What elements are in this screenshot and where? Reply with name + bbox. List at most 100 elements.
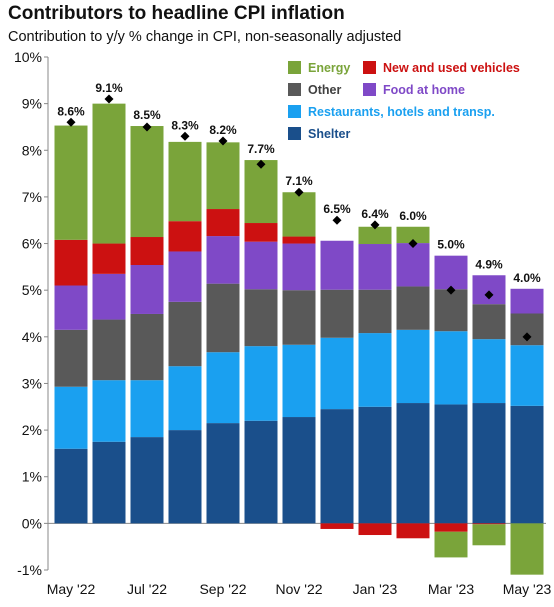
x-tick-label: May '23 <box>503 581 552 597</box>
bar-segment-other <box>206 283 240 353</box>
legend-swatch <box>363 83 376 96</box>
bar-segment-shelter <box>92 441 126 524</box>
headline-cpi-label: 7.1% <box>285 174 313 188</box>
legend-label: Shelter <box>308 127 351 141</box>
headline-cpi-marker <box>66 117 76 127</box>
bar-segment-energy <box>206 142 240 210</box>
headline-cpi-label: 8.2% <box>209 123 237 137</box>
legend-swatch <box>288 83 301 96</box>
bar-segment-new-and-used-vehicles <box>130 237 164 265</box>
x-tick-label: Nov '22 <box>275 581 322 597</box>
bar-segment-shelter <box>510 405 544 524</box>
legend-swatch <box>363 61 376 74</box>
bar-segment-food-at-home <box>168 251 202 302</box>
bar-segment-other <box>472 304 506 340</box>
headline-cpi-marker <box>332 215 342 225</box>
bar-segment-shelter <box>282 417 316 524</box>
headline-cpi-label: 4.9% <box>475 257 503 271</box>
bar-segment-food-at-home <box>54 285 88 330</box>
bar-segment-energy <box>510 523 544 575</box>
bar-segment-restaurants-hotels-and-transp <box>168 366 202 431</box>
bar-segment-shelter <box>396 403 430 524</box>
bar-segment-energy <box>472 524 506 546</box>
bar-segment-new-and-used-vehicles <box>54 239 88 286</box>
x-tick-label: Mar '23 <box>428 581 474 597</box>
bar-segment-restaurants-hotels-and-transp <box>510 345 544 406</box>
legend-label: Restaurants, hotels and transp. <box>308 105 495 119</box>
legend-swatch <box>288 127 301 140</box>
x-tick-label: May '22 <box>47 581 96 597</box>
bar-segment-food-at-home <box>206 236 240 284</box>
headline-cpi-marker <box>408 239 418 249</box>
bar-segment-shelter <box>168 430 202 524</box>
y-tick-label: 8% <box>22 142 42 158</box>
bar-segment-other <box>396 286 430 330</box>
x-tick-label: Jul '22 <box>127 581 167 597</box>
legend-label: Other <box>308 83 341 97</box>
bar-segment-shelter <box>358 406 392 524</box>
bar-segment-food-at-home <box>244 241 278 290</box>
bar-segment-restaurants-hotels-and-transp <box>206 352 240 424</box>
y-tick-label: 3% <box>22 375 42 391</box>
headline-cpi-label: 6.0% <box>399 209 427 223</box>
bar-segment-restaurants-hotels-and-transp <box>434 331 468 405</box>
bar-segment-energy <box>130 126 164 238</box>
bar-segment-new-and-used-vehicles <box>244 223 278 242</box>
bar-segment-other <box>358 289 392 334</box>
headline-cpi-label: 9.1% <box>95 81 123 95</box>
headline-cpi-marker <box>180 131 190 141</box>
bar-segment-new-and-used-vehicles <box>396 523 430 539</box>
bar-segment-food-at-home <box>130 264 164 314</box>
y-tick-label: 4% <box>22 329 42 345</box>
bar-segment-food-at-home <box>320 240 354 290</box>
headline-cpi-marker <box>142 122 152 132</box>
chart-subtitle: Contribution to y/y % change in CPI, non… <box>8 29 402 45</box>
headline-cpi-label: 7.7% <box>247 142 275 156</box>
x-tick-label: Jan '23 <box>353 581 398 597</box>
bar-segment-energy <box>358 226 392 245</box>
bar-segment-shelter <box>206 423 240 524</box>
y-tick-label: 0% <box>22 515 42 531</box>
bar-segment-energy <box>244 160 278 224</box>
bar-segment-shelter <box>54 448 88 524</box>
bar-segment-energy <box>54 125 88 240</box>
bar-segment-shelter <box>320 409 354 524</box>
y-tick-label: 10% <box>14 49 42 65</box>
bar-segment-energy <box>92 103 126 244</box>
bar-segment-new-and-used-vehicles <box>92 243 126 274</box>
bar-segment-energy <box>396 226 430 244</box>
bar-segment-shelter <box>130 437 164 524</box>
bar-segment-shelter <box>434 404 468 524</box>
bar-segment-other <box>168 301 202 367</box>
bar-segment-new-and-used-vehicles <box>434 523 468 532</box>
legend-label: Energy <box>308 61 350 75</box>
bar-segment-other <box>320 289 354 338</box>
bar-segment-new-and-used-vehicles <box>282 236 316 244</box>
bar-segment-other <box>92 319 126 381</box>
legend-label: Food at home <box>383 83 465 97</box>
headline-cpi-marker <box>104 94 114 104</box>
legend-label: New and used vehicles <box>383 61 520 75</box>
bar-segment-restaurants-hotels-and-transp <box>282 344 316 418</box>
headline-cpi-label: 8.6% <box>57 104 85 118</box>
bar-segment-other <box>130 313 164 381</box>
bar-segment-other <box>244 289 278 347</box>
bar-segment-restaurants-hotels-and-transp <box>92 380 126 442</box>
bar-segment-new-and-used-vehicles <box>472 523 506 525</box>
headline-cpi-label: 8.3% <box>171 118 199 132</box>
legend-swatch <box>288 61 301 74</box>
bar-segment-new-and-used-vehicles <box>358 523 392 536</box>
bar-segment-shelter <box>472 403 506 524</box>
headline-cpi-label: 4.0% <box>513 271 541 285</box>
bar-segment-food-at-home <box>472 275 506 305</box>
x-tick-label: Sep '22 <box>199 581 246 597</box>
bar-segment-new-and-used-vehicles <box>206 209 240 237</box>
bar-segment-food-at-home <box>282 243 316 291</box>
headline-cpi-marker <box>522 332 532 342</box>
bar-segment-food-at-home <box>358 244 392 290</box>
headline-cpi-marker <box>218 136 228 146</box>
bar-segment-restaurants-hotels-and-transp <box>244 346 278 421</box>
bar-segment-restaurants-hotels-and-transp <box>54 386 88 449</box>
y-tick-label: 1% <box>22 469 42 485</box>
